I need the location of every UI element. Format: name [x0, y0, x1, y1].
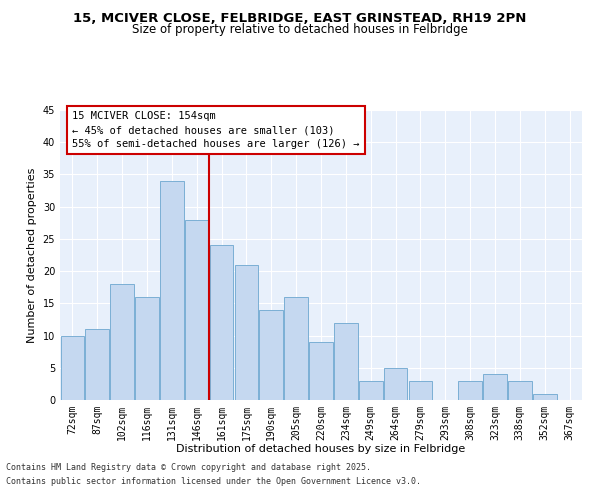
Bar — [61, 336, 84, 400]
Bar — [508, 380, 532, 400]
Bar — [110, 284, 134, 400]
Bar — [135, 297, 159, 400]
Bar — [235, 264, 258, 400]
Bar — [458, 380, 482, 400]
Bar — [334, 322, 358, 400]
Bar — [309, 342, 333, 400]
Bar — [483, 374, 507, 400]
Text: Size of property relative to detached houses in Felbridge: Size of property relative to detached ho… — [132, 22, 468, 36]
Text: 15, MCIVER CLOSE, FELBRIDGE, EAST GRINSTEAD, RH19 2PN: 15, MCIVER CLOSE, FELBRIDGE, EAST GRINST… — [73, 12, 527, 26]
Text: 15 MCIVER CLOSE: 154sqm
← 45% of detached houses are smaller (103)
55% of semi-d: 15 MCIVER CLOSE: 154sqm ← 45% of detache… — [73, 112, 360, 150]
Bar — [533, 394, 557, 400]
Text: Contains HM Land Registry data © Crown copyright and database right 2025.: Contains HM Land Registry data © Crown c… — [6, 462, 371, 471]
Bar — [409, 380, 432, 400]
Bar — [210, 246, 233, 400]
Bar — [359, 380, 383, 400]
Bar — [85, 329, 109, 400]
Bar — [284, 297, 308, 400]
Text: Contains public sector information licensed under the Open Government Licence v3: Contains public sector information licen… — [6, 478, 421, 486]
Bar — [384, 368, 407, 400]
Y-axis label: Number of detached properties: Number of detached properties — [27, 168, 37, 342]
Bar — [185, 220, 209, 400]
Bar — [160, 181, 184, 400]
X-axis label: Distribution of detached houses by size in Felbridge: Distribution of detached houses by size … — [176, 444, 466, 454]
Bar — [259, 310, 283, 400]
